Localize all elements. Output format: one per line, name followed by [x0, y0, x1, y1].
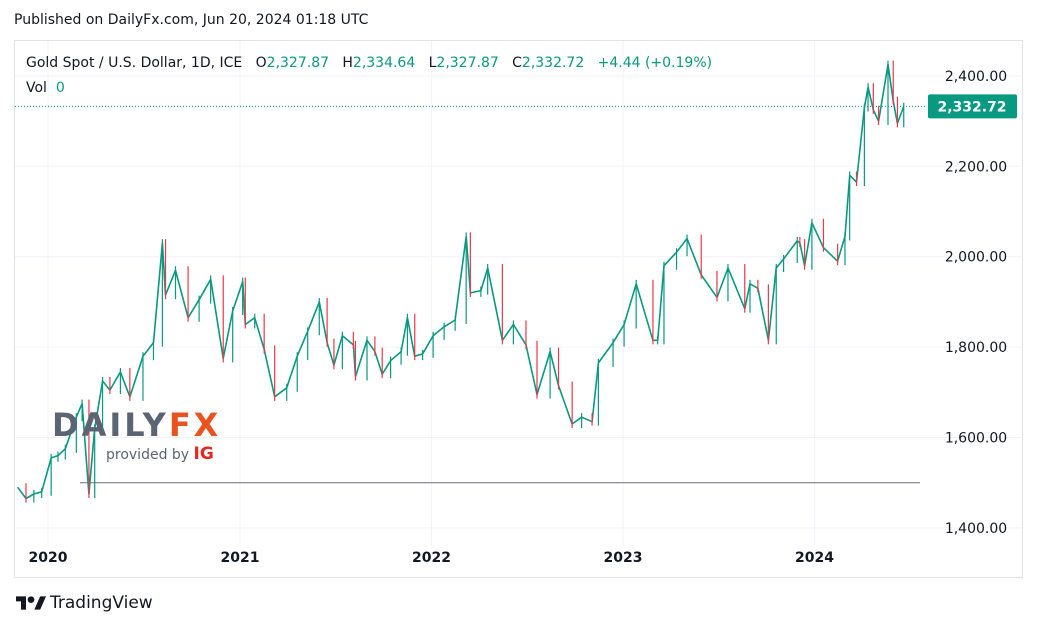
y-tick-label: 2,200.00 [945, 159, 1007, 175]
high-value: 2,334.64 [352, 55, 416, 71]
x-axis-ticks: 2020 2021 2022 2023 2024 [29, 550, 835, 566]
last-price-tag-bg [928, 94, 1017, 119]
volume-legend: Vol 0 [26, 80, 65, 96]
symbol-label[interactable]: Gold Spot / U.S. Dollar, 1D, ICE [26, 55, 243, 71]
x-tick-label: 2020 [29, 550, 68, 566]
y-tick-label: 1,400.00 [945, 521, 1007, 537]
volume-label: Vol [26, 80, 47, 96]
x-tick-label: 2024 [795, 550, 834, 566]
price-line [16, 63, 905, 500]
tradingview-logo[interactable]: TradingView [16, 593, 153, 613]
last-price-tag: 2,332.72 [928, 94, 1017, 119]
tradingview-wordmark: TradingView [50, 593, 153, 613]
last-price-tag-text: 2,332.72 [937, 99, 1006, 115]
provided-by-line: provided by IG [106, 444, 221, 464]
close-value: 2,332.72 [521, 55, 585, 71]
logo-fx: FX [168, 406, 222, 444]
provided-by-text: provided by [106, 447, 190, 463]
grid-lines [15, 41, 1022, 546]
y-axis-ticks: 1,400.00 1,600.00 1,800.00 2,000.00 2,200.00… [945, 69, 1007, 537]
ig-logo: IG [193, 444, 214, 464]
price-series [16, 60, 905, 503]
open-value: 2,327.87 [266, 55, 330, 71]
x-tick-label: 2023 [604, 550, 643, 566]
low-value: 2,327.87 [436, 55, 499, 71]
x-tick-label: 2021 [221, 550, 260, 566]
dailyfx-watermark: DAILYFX provided by IG [52, 408, 221, 464]
high-label: H [342, 55, 353, 71]
volume-value: 0 [55, 80, 65, 96]
tradingview-icon [16, 596, 46, 610]
dailyfx-logo: DAILYFX [52, 408, 221, 442]
x-tick-label: 2022 [412, 550, 451, 566]
y-tick-label: 2,000.00 [945, 250, 1007, 266]
published-caption: Published on DailyFx.com, Jun 20, 2024 0… [14, 12, 369, 28]
change-value: +4.44 (+0.19%) [597, 55, 713, 71]
y-tick-label: 2,400.00 [945, 69, 1007, 85]
chart-frame [14, 40, 1023, 578]
ohlc-legend: Gold Spot / U.S. Dollar, 1D, ICE O2,327.… [26, 55, 712, 71]
logo-daily: DAILY [52, 406, 169, 444]
close-label: C [512, 55, 522, 71]
y-tick-label: 1,600.00 [945, 431, 1007, 447]
open-label: O [255, 55, 267, 71]
low-label: L [428, 55, 437, 71]
y-tick-label: 1,800.00 [945, 340, 1007, 356]
